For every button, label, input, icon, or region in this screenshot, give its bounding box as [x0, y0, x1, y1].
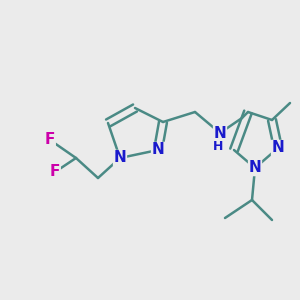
Text: F: F: [45, 133, 55, 148]
Text: N: N: [114, 151, 126, 166]
Text: H: H: [213, 140, 223, 154]
Text: N: N: [152, 142, 164, 158]
Text: N: N: [272, 140, 284, 155]
Text: F: F: [50, 164, 60, 179]
Text: N: N: [249, 160, 261, 175]
Text: N: N: [214, 125, 226, 140]
